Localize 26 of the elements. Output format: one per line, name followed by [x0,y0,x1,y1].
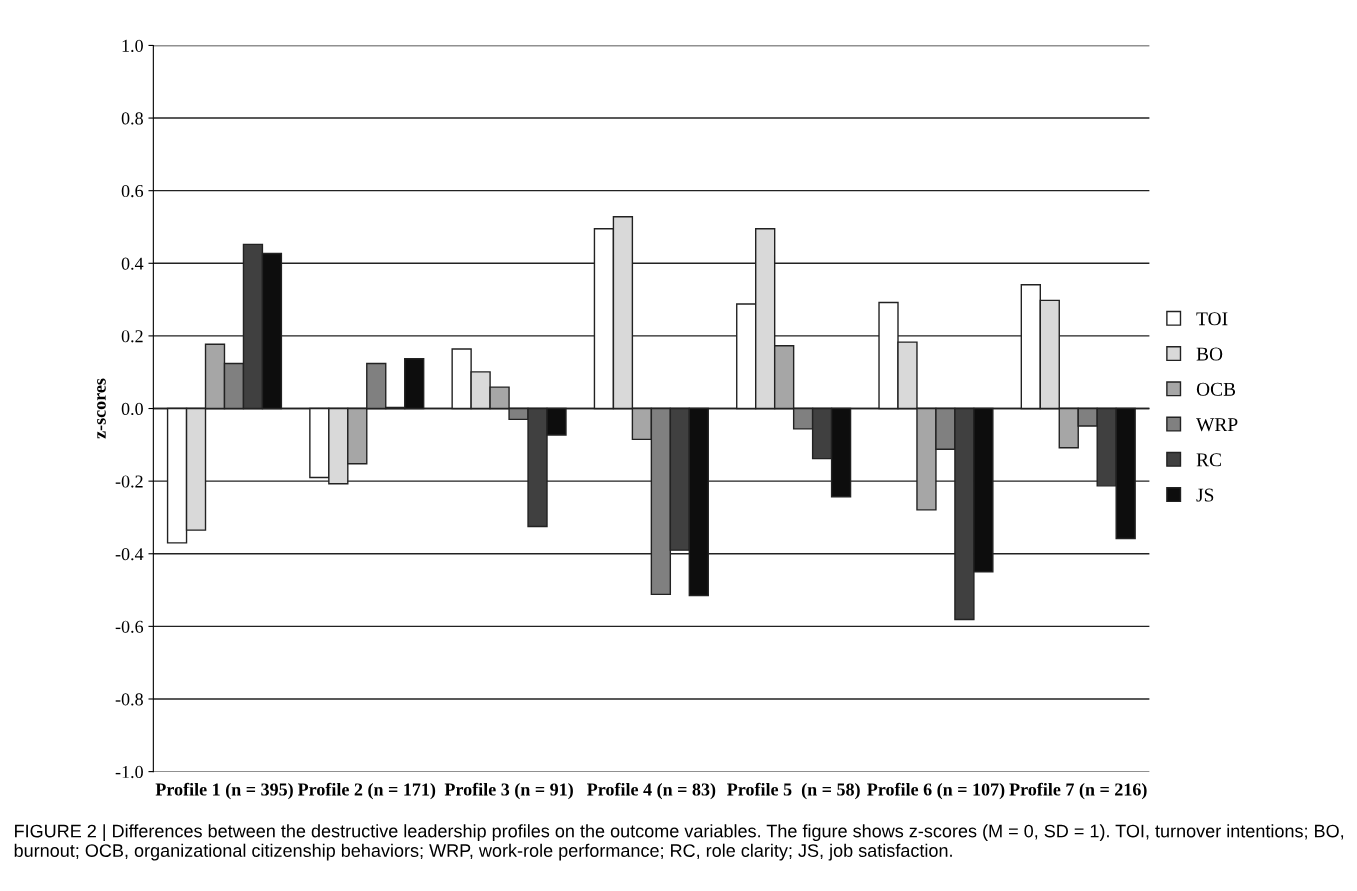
legend-label: TOI [1196,312,1228,326]
x-tick-label: Profile 6 (n = 107) [867,782,1005,800]
y-tick-label: 1.0 [122,39,143,52]
x-tick-label: Profile 1 (n = 395) [155,782,293,800]
y-tick-label: 0.8 [121,112,143,125]
legend-label: JS [1196,488,1214,502]
y-tick-label: 0.0 [121,402,143,416]
x-tick-label: Profile 2 (n = 171) [297,782,436,800]
x-tick-label: Profile 4 (n = 83) [587,782,716,800]
legend-label: BO [1196,347,1223,361]
y-axis-title: z-scores [97,378,106,439]
x-tick-label: Profile 7 (n = 216) [1009,782,1147,800]
caption: FIGURE 2 | Differences between the destructive leadership profiles on the outcome variables. The figure shows z-scores (M = 0, SD = 1). TOI, turnover intentions; BO, burnout; OCB, organizational citizenship behaviors; WRP, work-role performance; RC, role clarity; JS, job satisfaction. [14,824,1344,861]
y-tick-label: 0.2 [121,330,143,343]
x-tick-label: Profile 3 (n = 91) [444,782,573,800]
y-tick-label: -0.2 [115,475,143,488]
y-tick-label: 0.6 [121,184,144,198]
legend-label: RC [1196,453,1221,467]
legend-label: OCB [1196,382,1236,396]
y-tick-label: -0.6 [115,620,144,633]
x-tick-label: Profile 5 (n = 58) [727,782,860,800]
y-tick-label: 0.4 [121,257,144,270]
y-tick-label: -1.0 [115,765,143,779]
legend-label: WRP [1196,418,1238,432]
y-tick-label: -0.4 [115,548,144,561]
y-tick-label: -0.8 [115,693,143,706]
